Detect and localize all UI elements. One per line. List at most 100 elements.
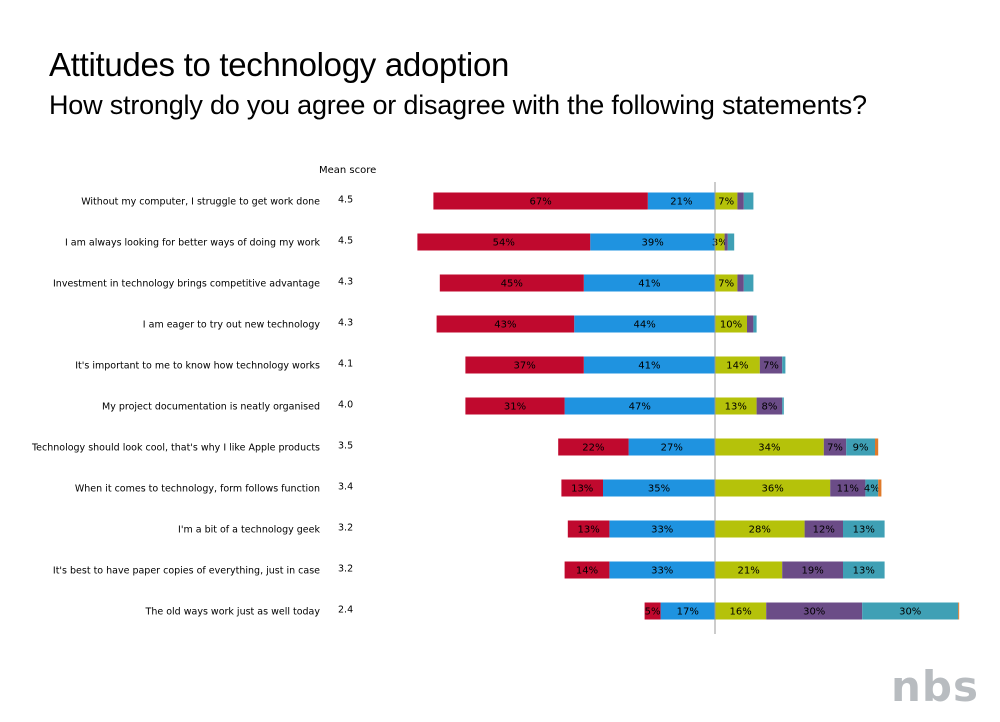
data-label: 13% [571,484,593,495]
mean-score-value: 3.4 [338,482,353,493]
bar-strongly-disagree [727,233,735,251]
bar-disagree [782,561,843,579]
data-label: 7% [718,197,734,208]
data-label: 44% [633,320,655,331]
bar-agree [660,602,715,620]
data-label: 17% [677,607,699,618]
bar-strongly-agree [558,438,629,456]
bar-disagree [804,520,843,538]
bar-neutral [715,479,831,497]
data-label: 41% [638,361,660,372]
bar-strongly-agree [564,561,610,579]
mean-score-value: 4.1 [338,359,353,370]
data-label: 19% [801,566,823,577]
bar-neutral [715,356,760,374]
bar-strongly-agree [465,397,565,415]
mean-score-value: 3.2 [338,523,353,534]
data-label: 10% [720,320,742,331]
bar-strongly-disagree [743,192,754,210]
bar-strongly-agree [644,602,661,620]
bar-neutral [715,520,805,538]
bar-neutral [715,397,757,415]
bar-neutral [715,192,738,210]
chart-title: Attitudes to technology adoption [49,46,510,83]
data-label: 13% [853,566,875,577]
bar-disagree [830,479,866,497]
bar-other [875,438,879,456]
data-label: 31% [504,402,526,413]
bar-disagree [766,602,863,620]
data-label: 45% [501,279,523,290]
bar-strongly-agree [561,479,603,497]
bar-neutral [715,274,738,292]
data-label: 3% [712,238,728,249]
data-label: 37% [513,361,535,372]
bar-neutral [715,315,747,333]
data-label: 28% [749,525,771,536]
bar-agree [628,438,715,456]
bar-agree [609,520,715,538]
bar-agree [609,561,715,579]
data-label: 11% [837,484,859,495]
bar-agree [583,274,715,292]
data-label: 14% [576,566,598,577]
bar-disagree [737,192,744,210]
bar-strongly-agree [417,233,591,251]
bar-strongly-disagree [843,520,885,538]
bar-strongly-agree [436,315,575,333]
bar-disagree [747,315,754,333]
bar-neutral [715,233,725,251]
data-label: 34% [758,443,780,454]
category-label: Without my computer, I struggle to get w… [81,197,320,208]
data-label: 43% [494,320,516,331]
data-label: 54% [493,238,515,249]
data-label: 41% [638,279,660,290]
data-label: 8% [761,402,777,413]
data-label: 30% [803,607,825,618]
bar-strongly-disagree [865,479,879,497]
data-label: 9% [853,443,869,454]
data-label: 30% [899,607,921,618]
bar-other [958,602,960,620]
bar-agree [564,397,715,415]
mean-score-value: 3.2 [338,564,353,575]
data-label: 13% [853,525,875,536]
bar-agree [574,315,715,333]
bar-other [878,479,882,497]
category-label: Investment in technology brings competit… [53,279,320,290]
bar-strongly-agree [567,520,610,538]
bar-strongly-agree [433,192,648,210]
category-label: Technology should look cool, that's why … [31,443,320,454]
bar-neutral [715,438,824,456]
data-label: 33% [651,525,673,536]
bar-agree [647,192,715,210]
bar-agree [603,479,715,497]
data-label: 7% [718,279,734,290]
data-label: 47% [629,402,651,413]
data-label: 21% [737,566,759,577]
data-label: 5% [645,607,661,618]
mean-score-value: 4.5 [338,195,353,206]
bar-strongly-disagree [843,561,885,579]
mean-score-value: 2.4 [338,605,353,616]
data-label: 39% [641,238,663,249]
bar-strongly-disagree [753,315,757,333]
category-label: I am always looking for better ways of d… [65,238,321,249]
bar-agree [590,233,715,251]
bar-agree [583,356,715,374]
mean-score-value: 4.0 [338,400,353,411]
data-label: 13% [725,402,747,413]
bar-neutral [715,561,783,579]
mean-score-value: 4.3 [338,277,353,288]
category-label: My project documentation is neatly organ… [102,402,320,413]
data-label: 21% [670,197,692,208]
category-label: When it comes to technology, form follow… [75,484,320,495]
nbs-logo: nbs [891,662,979,711]
chart-subtitle: How strongly do you agree or disagree wi… [49,90,867,120]
bar-strongly-disagree [782,356,786,374]
bar-neutral [715,602,767,620]
category-label: It's important to me to know how technol… [75,361,320,372]
bar-disagree [759,356,783,374]
bar-disagree [756,397,783,415]
